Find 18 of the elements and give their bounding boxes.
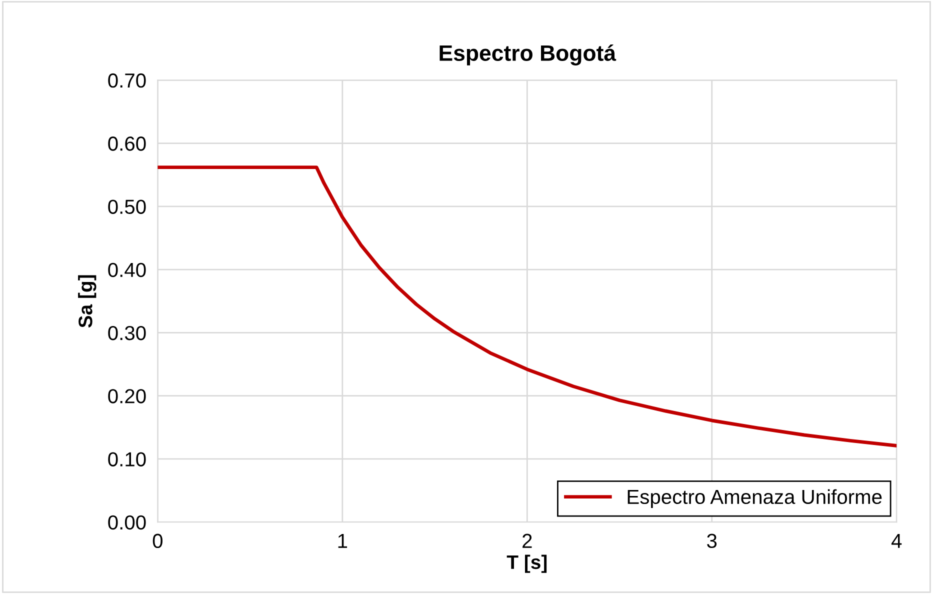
y-tick-label: 0.60 (108, 136, 146, 151)
x-tick-label: 0 (152, 534, 162, 548)
x-tick-label: 1 (338, 534, 348, 548)
y-tick-label: 0.00 (108, 515, 146, 530)
y-tick-label: 0.40 (108, 262, 146, 278)
x-tick-label: 3 (707, 534, 717, 548)
y-tick-label: 0.20 (108, 389, 146, 404)
x-tick-label: 2 (522, 534, 532, 548)
y-tick-label: 0.70 (108, 73, 146, 88)
y-axis-title: Sa [g] (78, 275, 96, 328)
y-tick-label: 0.10 (108, 452, 146, 466)
y-tick-label: 0.50 (108, 200, 146, 214)
legend-label: Espectro Amenaza Uniforme (628, 489, 882, 508)
x-tick-label: 4 (891, 534, 902, 548)
chart-title: Espectro Bogotá (440, 44, 616, 66)
x-axis-title: T [s] (506, 554, 547, 573)
y-tick-label: 0.30 (108, 326, 146, 340)
line-series (158, 166, 897, 448)
